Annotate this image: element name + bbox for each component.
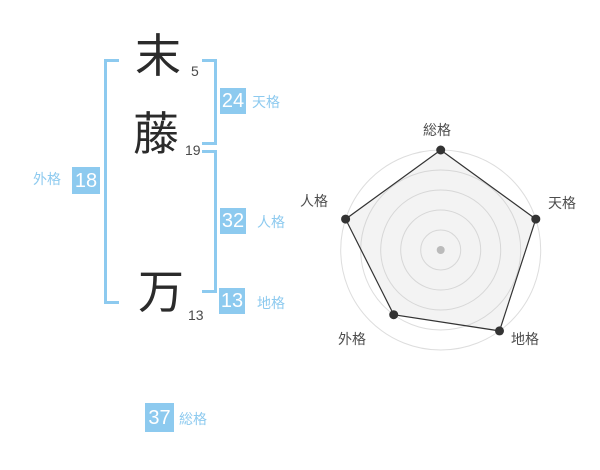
- jinkaku-value-box: 32: [220, 208, 246, 234]
- tenkaku-label: 天格: [252, 94, 280, 110]
- gaikaku-label: 外格: [33, 171, 61, 187]
- radar-data-polygon: [344, 149, 537, 332]
- tenkaku-value-box: 24: [220, 88, 246, 114]
- name-char-1: 末: [135, 29, 181, 83]
- radar-axis-label-soukaku: 総格: [423, 122, 451, 138]
- radar-axis-label-tenkaku: 天格: [548, 195, 576, 211]
- name-char-1-strokes: 5: [191, 63, 199, 79]
- name-char-2-strokes: 19: [185, 142, 201, 158]
- radar-vertex-dot: [495, 326, 504, 336]
- soukaku-label: 総格: [179, 411, 207, 427]
- radar-center-dot: [436, 246, 445, 254]
- radar-grid-ring: [420, 229, 462, 271]
- name-char-2: 藤: [133, 107, 179, 161]
- radar-vertex-dot: [341, 214, 351, 224]
- name-char-3-strokes: 13: [188, 307, 204, 323]
- name-char-3: 万: [138, 265, 184, 319]
- chikaku-value-box: 13: [219, 288, 245, 314]
- radar-axis-label-jinkaku: 人格: [300, 193, 328, 209]
- tenkaku-bracket: [202, 59, 217, 145]
- radar-chart: [340, 145, 542, 351]
- radar-vertex-dot: [531, 214, 541, 224]
- radar-axis-label-gaikaku: 外格: [338, 331, 366, 347]
- outer-name-bracket: [104, 59, 119, 304]
- radar-axis-label-chikaku: 地格: [511, 331, 539, 347]
- soukaku-value-box: 37: [145, 403, 174, 432]
- chikaku-label: 地格: [257, 295, 285, 311]
- jinkaku-label: 人格: [257, 214, 285, 230]
- gaikaku-value-box: 18: [72, 167, 100, 194]
- radar-grid-ring: [400, 209, 482, 291]
- radar-grid-ring: [380, 189, 502, 311]
- jinkaku-bracket: [202, 150, 217, 293]
- radar-vertex-dot: [436, 145, 446, 155]
- radar-vertex-dot: [389, 310, 399, 320]
